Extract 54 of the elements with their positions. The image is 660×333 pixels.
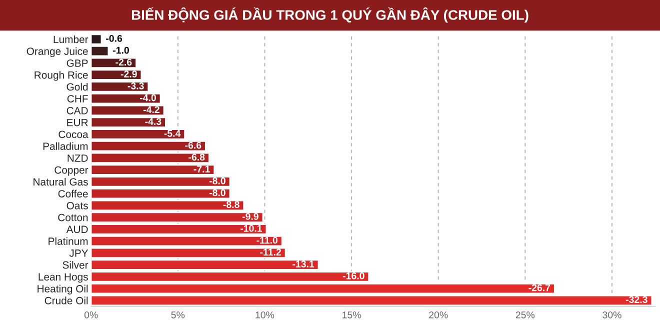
y-tick-label: GBP bbox=[66, 59, 88, 67]
data-label: -6.6 bbox=[185, 142, 202, 149]
y-tick-label: Copper bbox=[54, 166, 88, 176]
data-label: -13.1 bbox=[292, 260, 314, 268]
data-label: -4.3 bbox=[145, 118, 162, 125]
y-tick-label: CHF bbox=[67, 95, 88, 102]
x-tick-label: 0% bbox=[84, 311, 98, 318]
y-tick-label: Cocoa bbox=[58, 130, 88, 138]
y-tick-label: AUD bbox=[66, 226, 88, 234]
data-label: -8.0 bbox=[209, 189, 226, 196]
y-tick-label: EUR bbox=[67, 118, 88, 126]
y-tick-label: Palladium bbox=[43, 142, 88, 150]
data-label: -26.7 bbox=[528, 284, 550, 292]
y-tick-label: Cotton bbox=[58, 214, 88, 222]
y-tick-label: Coffee bbox=[58, 190, 88, 198]
y-tick-label: Oats bbox=[66, 202, 88, 210]
data-label: -32.3 bbox=[626, 296, 648, 304]
data-label: -10.1 bbox=[240, 224, 262, 232]
data-label: -1.0 bbox=[112, 46, 129, 54]
data-label: -2.9 bbox=[120, 70, 137, 78]
data-label: -11.2 bbox=[260, 248, 281, 256]
x-tick-label: 20% bbox=[429, 311, 448, 318]
chart-title: BIẾN ĐỘNG GIÁ DẦU TRONG 1 QUÝ GẦN ĐÂY (CRUDE OIL) bbox=[132, 7, 528, 23]
y-tick-label: CAD bbox=[66, 106, 88, 114]
y-tick-label: NZD bbox=[68, 154, 88, 162]
y-tick-label: Natural Gas bbox=[34, 178, 88, 186]
data-label: -5.4 bbox=[164, 130, 181, 137]
x-tick-label: 25% bbox=[516, 311, 535, 318]
x-tick-label: 15% bbox=[342, 312, 361, 318]
y-tick-label: Rough Rice bbox=[34, 71, 88, 81]
data-label: -16.0 bbox=[342, 272, 364, 280]
y-tick-label: Crude Oil bbox=[44, 296, 88, 304]
x-tick-label: 5% bbox=[171, 312, 185, 318]
y-tick-label: Silver bbox=[62, 261, 88, 269]
data-label: -11.0 bbox=[256, 236, 278, 244]
y-tick-label: Lean Hogs bbox=[38, 273, 88, 283]
data-label: -9.9 bbox=[242, 213, 258, 220]
data-label: -8.8 bbox=[223, 201, 240, 208]
y-tick-label: Lumber bbox=[54, 35, 88, 44]
data-label: -8.0 bbox=[209, 177, 226, 184]
data-label: -7.1 bbox=[194, 166, 210, 172]
y-tick-label: JPY bbox=[69, 250, 88, 257]
y-tick-label: Gold bbox=[66, 82, 88, 91]
y-tick-label: Orange Juice bbox=[26, 47, 88, 58]
x-tick-label: 10% bbox=[256, 311, 274, 318]
data-label: -6.8 bbox=[188, 154, 205, 161]
data-label: -4.0 bbox=[140, 94, 156, 102]
data-label: -0.6 bbox=[106, 34, 122, 42]
data-label: -4.2 bbox=[143, 106, 160, 113]
y-tick-label: Platinum bbox=[48, 237, 88, 245]
x-tick-label: 30% bbox=[602, 311, 622, 318]
data-label: -2.6 bbox=[116, 58, 132, 66]
y-tick-label: Heating Oil bbox=[38, 284, 88, 294]
data-label: -3.3 bbox=[128, 82, 144, 90]
